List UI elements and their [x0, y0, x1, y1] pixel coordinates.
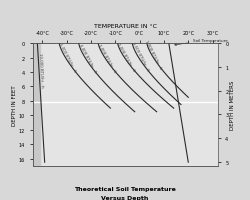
Text: Theoretical Soil Temperature: Theoretical Soil Temperature: [74, 187, 176, 191]
Text: 3,000 BTU/hr - ft: 3,000 BTU/hr - ft: [97, 43, 117, 73]
Text: 10,000 BTU/hr - ft: 10,000 BTU/hr - ft: [38, 53, 44, 88]
Y-axis label: DEPTH IN FEET: DEPTH IN FEET: [12, 85, 17, 125]
X-axis label: TEMPERATURE IN °C: TEMPERATURE IN °C: [94, 24, 156, 29]
Bar: [32, 44, 40, 166]
Y-axis label: DEPTH IN METERS: DEPTH IN METERS: [230, 80, 235, 130]
Text: 5,000 BTU/hr - ft: 5,000 BTU/hr - ft: [58, 42, 76, 73]
Text: Soil Temperature: Soil Temperature: [175, 38, 228, 46]
Text: Versus Depth: Versus Depth: [101, 196, 149, 200]
Text: 2,000 BTU/hr - ft: 2,000 BTU/hr - ft: [116, 42, 136, 72]
Text: 1,000 BTU/hr - ft: 1,000 BTU/hr - ft: [144, 40, 163, 70]
Text: 4,000 BTU/hr - ft: 4,000 BTU/hr - ft: [78, 43, 97, 73]
Text: 1,500 BTU/hr - ft: 1,500 BTU/hr - ft: [131, 41, 149, 72]
